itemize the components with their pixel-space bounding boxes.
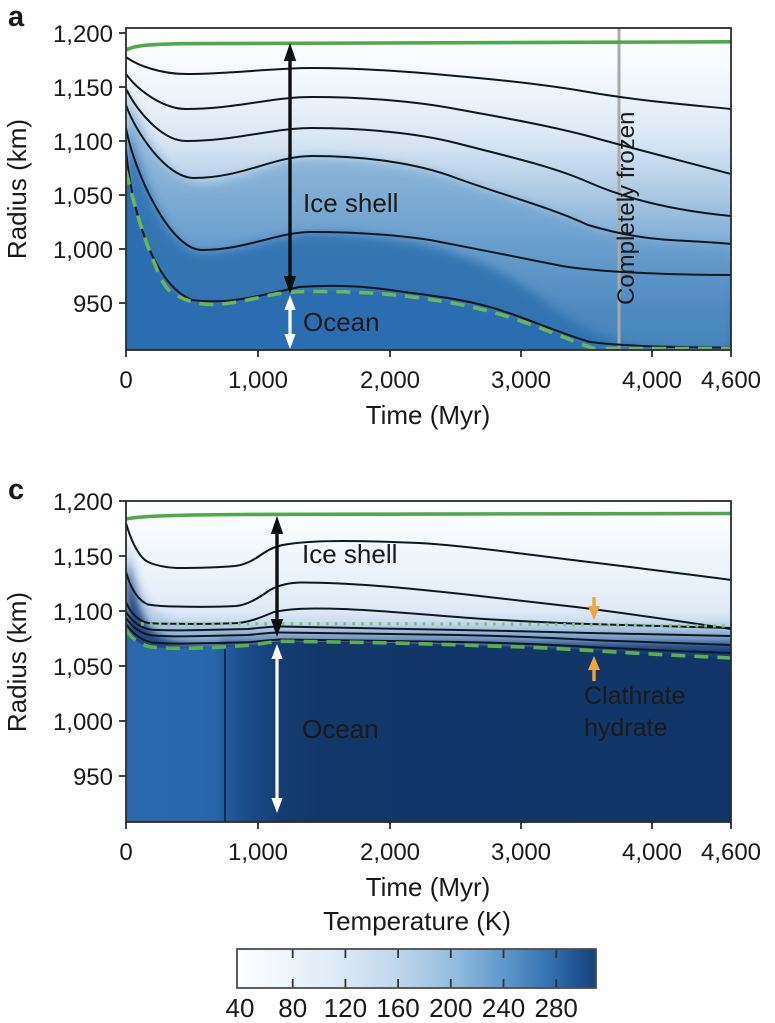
colorbar-tick-label: 40 xyxy=(226,993,255,1023)
x-tick-c: 2,000 xyxy=(360,839,420,866)
x-tick-c: 4,600 xyxy=(701,839,761,866)
x-tick-c: 4,000 xyxy=(622,839,682,866)
arrowhead-down-icon xyxy=(283,276,297,294)
y-tick-c: 1,050 xyxy=(53,654,113,681)
ice-shell-arrow-c xyxy=(270,516,284,637)
x-axis-title-c: Time (Myr) xyxy=(366,872,491,902)
panel-a: Completely frozen Ice shell Ocean a xyxy=(2,1,761,430)
axis-ticks-c xyxy=(119,500,732,829)
y-axis-title-a: Radius (km) xyxy=(2,119,32,259)
isotherm-c-band-2 xyxy=(126,617,731,646)
y-tick-c: 1,200 xyxy=(53,489,113,516)
x-tick-a: 1,000 xyxy=(228,367,288,394)
colorbar: Temperature (K) 40 80 120 160 200 240 28… xyxy=(226,906,597,1023)
clathrate-label-line1: Clathrate xyxy=(584,682,685,710)
colorbar-title: Temperature (K) xyxy=(323,906,511,936)
isotherm-a-4 xyxy=(126,104,731,245)
y-tick-c: 1,150 xyxy=(53,544,113,571)
isotherm-a-2 xyxy=(126,73,731,175)
x-tick-a: 4,000 xyxy=(622,367,682,394)
y-tick-c: 950 xyxy=(73,764,113,791)
x-tick-c: 0 xyxy=(119,839,132,866)
colorbar-tick-label: 240 xyxy=(482,993,525,1023)
plot-frame-c xyxy=(125,500,732,823)
ice-shell-label-a: Ice shell xyxy=(303,188,398,218)
x-tick-a: 3,000 xyxy=(491,367,551,394)
arrowhead-up-icon xyxy=(283,43,297,61)
ocean-arrow-c xyxy=(271,644,283,813)
ocean-boundary-dashed-c xyxy=(126,628,731,660)
arrowhead-down-icon xyxy=(588,606,600,620)
clathrate-annotation: Clathrate hydrate xyxy=(584,597,685,742)
arrowhead-down-icon xyxy=(271,798,283,813)
x-tick-c: 3,000 xyxy=(491,839,551,866)
isotherm-c-1 xyxy=(126,522,731,581)
y-tick-a: 950 xyxy=(73,291,113,318)
completely-frozen-label: Completely frozen xyxy=(613,112,640,305)
arrowhead-up-icon xyxy=(284,295,296,310)
isotherm-contours-a xyxy=(126,56,731,349)
panel-c-plot-area: Ice shell Ocean Clathrate hydrate xyxy=(126,501,731,822)
panel-c: Ice shell Ocean Clathrate hydrate xyxy=(2,474,761,902)
surface-line-c xyxy=(126,511,731,521)
colorbar-ticks xyxy=(291,949,558,988)
ice-shell-label-c: Ice shell xyxy=(302,539,397,569)
x-axis-title-a: Time (Myr) xyxy=(366,400,491,430)
panel-letter-a: a xyxy=(8,1,25,33)
isotherm-c-band-1 xyxy=(126,611,731,637)
x-tick-a: 2,000 xyxy=(360,367,420,394)
colorbar-frame xyxy=(236,948,597,989)
clathrate-label-line2: hydrate xyxy=(584,714,667,742)
isotherm-c-2 xyxy=(126,571,731,630)
clathrate-top-dotted-c xyxy=(140,622,731,628)
plot-frame-a xyxy=(125,27,732,351)
isotherm-a-5 xyxy=(126,127,731,276)
isotherm-a-6 xyxy=(126,149,731,349)
colorbar-gradient xyxy=(237,949,596,988)
x-tick-labels-a: 0 1,000 2,000 3,000 4,000 4,600 xyxy=(119,367,761,394)
y-tick-a: 1,200 xyxy=(53,21,113,48)
isotherm-a-3 xyxy=(126,88,731,217)
y-tick-a: 1,000 xyxy=(53,237,113,264)
panel-a-plot-area: Completely frozen Ice shell Ocean xyxy=(126,28,731,350)
y-tick-a: 1,150 xyxy=(53,75,113,102)
y-tick-labels-a: 1,200 1,150 1,100 1,050 1,000 950 xyxy=(53,21,113,318)
ocean-label-c: Ocean xyxy=(302,714,379,744)
surface-line-a xyxy=(126,40,731,52)
y-tick-c: 1,100 xyxy=(53,599,113,626)
colorbar-tick-label: 200 xyxy=(429,993,472,1023)
y-tick-a: 1,050 xyxy=(53,183,113,210)
colorbar-tick-label: 80 xyxy=(278,993,307,1023)
arrowhead-down-icon xyxy=(284,334,296,349)
ice-shell-arrow-a xyxy=(283,43,297,294)
y-axis-title-c: Radius (km) xyxy=(2,592,32,732)
y-tick-a: 1,100 xyxy=(53,129,113,156)
arrowhead-up-icon xyxy=(588,656,600,670)
axis-ticks-a xyxy=(119,32,732,357)
ocean-arrow-a xyxy=(284,295,296,349)
ocean-region-a xyxy=(126,171,602,350)
x-tick-a: 4,600 xyxy=(701,367,761,394)
ocean-boundary-dashed-a xyxy=(126,170,603,350)
arrowhead-up-icon xyxy=(270,516,284,534)
y-tick-c: 1,000 xyxy=(53,709,113,736)
colorbar-tick-labels: 40 80 120 160 200 240 280 xyxy=(226,993,578,1023)
x-tick-a: 0 xyxy=(119,367,132,394)
arrowhead-up-icon xyxy=(271,644,283,659)
isotherm-a-1 xyxy=(126,56,731,110)
ocean-label-a: Ocean xyxy=(303,307,380,337)
panel-letter-c: c xyxy=(8,474,24,506)
colorbar-tick-label: 120 xyxy=(324,993,367,1023)
colorbar-tick-label: 280 xyxy=(535,993,578,1023)
arrowhead-down-icon xyxy=(270,619,284,637)
y-tick-labels-c: 1,200 1,150 1,100 1,050 1,000 950 xyxy=(53,489,113,791)
colorbar-tick-label: 160 xyxy=(376,993,419,1023)
x-tick-c: 1,000 xyxy=(228,839,288,866)
x-tick-labels-c: 0 1,000 2,000 3,000 4,000 4,600 xyxy=(119,839,761,866)
